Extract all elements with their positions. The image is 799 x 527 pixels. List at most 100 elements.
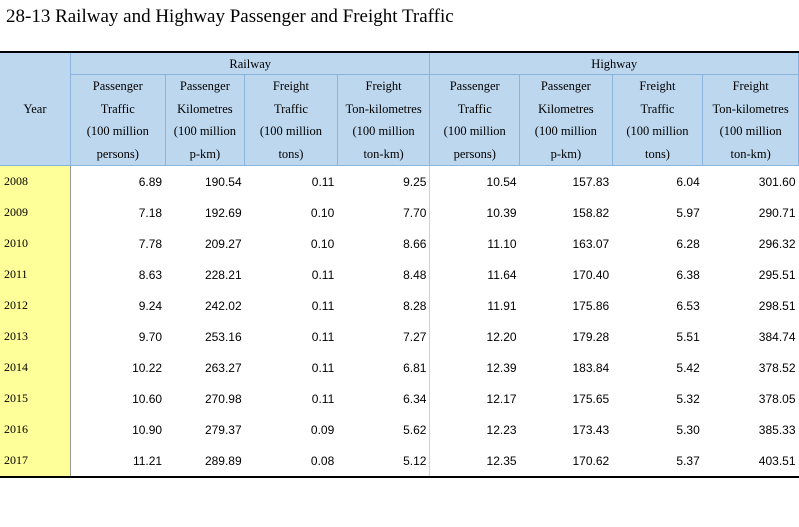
railway-value-cell: 0.11 xyxy=(311,360,335,375)
year-cell: 2016 xyxy=(0,414,71,445)
railway-value-cell: 0.10 xyxy=(310,236,335,251)
highway-value-cell: 170.62 xyxy=(519,445,613,478)
page-title: 28-13 Railway and Highway Passenger and … xyxy=(6,6,454,27)
railway-column-header: Freight Traffic (100 million tons) xyxy=(244,74,338,166)
highway-value-cell: 158.82 xyxy=(572,205,610,220)
railway-value-cell: 6.81 xyxy=(337,352,431,383)
highway-value-cell: 12.39 xyxy=(486,360,517,375)
column-header-line: Ton-kilometres xyxy=(712,101,789,116)
highway-value-cell: 5.32 xyxy=(676,391,700,406)
column-header-line: ton-km) xyxy=(730,146,771,161)
column-header-line: (100 million xyxy=(534,124,597,138)
highway-group-header: Highway xyxy=(429,51,799,75)
column-header-line: tons) xyxy=(644,146,670,161)
highway-value-cell: 296.32 xyxy=(758,236,796,251)
year-cell: 2010 xyxy=(0,228,71,259)
railway-value-cell: 7.70 xyxy=(337,197,431,228)
column-header-line: (100 million xyxy=(626,124,689,138)
highway-value-cell: 385.33 xyxy=(758,422,796,437)
year-cell: 2013 xyxy=(0,321,71,352)
railway-value-cell: 5.12 xyxy=(337,445,431,478)
railway-column-header: Passenger Kilometres (100 million p-km) xyxy=(164,74,246,166)
column-header-line: Kilometres xyxy=(177,101,233,116)
highway-value-cell: 170.40 xyxy=(572,267,610,282)
highway-value-cell: 175.65 xyxy=(572,391,610,406)
table-row: 2012 9.24 242.02 0.11 8.28 11.91 175.86 6.53 298… xyxy=(0,290,799,321)
year-cell: 2011 xyxy=(0,259,71,290)
column-header-line: Passenger xyxy=(540,79,591,93)
column-header-line: Traffic xyxy=(273,101,308,116)
column-header-line: persons) xyxy=(96,146,139,161)
highway-value-cell: 10.54 xyxy=(429,165,520,197)
highway-value-cell: 403.51 xyxy=(702,445,799,478)
railway-value-cell: 6.89 xyxy=(70,165,166,197)
railway-value-cell: 8.48 xyxy=(337,259,431,290)
highway-value-cell: 5.42 xyxy=(676,360,700,375)
railway-group-header: Railway xyxy=(69,51,431,75)
highway-value-cell: 173.43 xyxy=(572,422,610,437)
table-row: 2013 9.70 253.16 0.11 7.27 12.20 179.28 5.51 384… xyxy=(0,321,799,352)
railway-value-cell: 8.63 xyxy=(138,267,163,282)
railway-value-cell: 0.11 xyxy=(244,165,338,197)
column-header-line: (100 million xyxy=(86,124,149,138)
railway-value-cell: 10.90 xyxy=(132,422,163,437)
column-header-line: tons) xyxy=(278,146,304,161)
highway-value-cell: 10.39 xyxy=(486,205,517,220)
table-row: 2016 10.90 279.37 0.09 5.62 12.23 173.43 5.30 38… xyxy=(0,414,799,445)
column-header-line: ton-km) xyxy=(363,146,404,161)
railway-value-cell: 6.34 xyxy=(337,383,431,414)
railway-value-cell: 8.28 xyxy=(337,290,431,321)
railway-value-cell: 242.02 xyxy=(204,298,242,313)
highway-value-cell: 5.30 xyxy=(676,422,700,437)
highway-value-cell: 11.10 xyxy=(487,236,517,251)
highway-value-cell: 290.71 xyxy=(758,205,796,220)
traffic-table: Year Railway Highway Passenger Traffic (10… xyxy=(0,51,799,478)
railway-value-cell: 9.25 xyxy=(337,165,431,197)
railway-value-cell: 0.11 xyxy=(311,298,335,313)
highway-column-header: Freight Ton-kilometres (100 million ton-km) xyxy=(702,74,799,166)
highway-value-cell: 5.37 xyxy=(612,445,703,478)
railway-value-cell: 0.09 xyxy=(310,422,335,437)
railway-value-cell: 192.69 xyxy=(204,205,242,220)
highway-column-header: Passenger Kilometres (100 million p-km) xyxy=(519,74,613,166)
column-header-line: (100 million xyxy=(352,124,415,138)
year-cell: 2012 xyxy=(0,290,71,321)
railway-value-cell: 0.11 xyxy=(311,391,335,406)
column-header-line: Kilometres xyxy=(538,101,594,116)
highway-value-cell: 295.51 xyxy=(758,267,796,282)
table-row: 2008 6.89 190.54 0.11 9.25 10.54 157.83 6.04 301… xyxy=(0,165,799,197)
railway-value-cell: 0.08 xyxy=(244,445,338,478)
highway-value-cell: 12.35 xyxy=(429,445,520,478)
year-cell: 2009 xyxy=(0,197,71,228)
column-header-line: (100 million xyxy=(443,124,506,138)
railway-value-cell: 0.10 xyxy=(310,205,335,220)
highway-value-cell: 6.04 xyxy=(612,165,703,197)
column-header-line: Traffic xyxy=(457,101,492,116)
highway-value-cell: 11.64 xyxy=(487,267,517,282)
railway-value-cell: 289.89 xyxy=(165,445,245,478)
column-header-line: Freight xyxy=(365,79,402,93)
railway-value-cell: 11.21 xyxy=(70,445,166,478)
year-cell: 2014 xyxy=(0,352,71,383)
highway-value-cell: 157.83 xyxy=(519,165,613,197)
table-row: 2014 10.22 263.27 0.11 6.81 12.39 183.84 5.42 37… xyxy=(0,352,799,383)
railway-value-cell: 0.11 xyxy=(311,329,335,344)
column-header-line: Passenger xyxy=(92,79,143,93)
column-header-line: Ton-kilometres xyxy=(345,101,422,116)
year-cell: 2015 xyxy=(0,383,71,414)
railway-value-cell: 228.21 xyxy=(204,267,242,282)
railway-column-header: Freight Ton-kilometres (100 million ton-km) xyxy=(336,74,431,166)
highway-value-cell: 183.84 xyxy=(572,360,610,375)
year-header: Year xyxy=(0,51,71,166)
railway-value-cell: 279.37 xyxy=(204,422,242,437)
railway-value-cell: 9.24 xyxy=(138,298,163,313)
column-header-line: (100 million xyxy=(259,124,323,138)
column-header-line: (100 million xyxy=(173,124,236,138)
column-header-line: Traffic xyxy=(100,101,135,116)
railway-value-cell: 10.22 xyxy=(132,360,163,375)
column-header-line: Freight xyxy=(732,79,769,93)
highway-value-cell: 384.74 xyxy=(758,329,796,344)
highway-value-cell: 298.51 xyxy=(758,298,796,313)
column-header-line: p-km) xyxy=(550,146,582,161)
column-header-line: Passenger xyxy=(449,79,500,93)
